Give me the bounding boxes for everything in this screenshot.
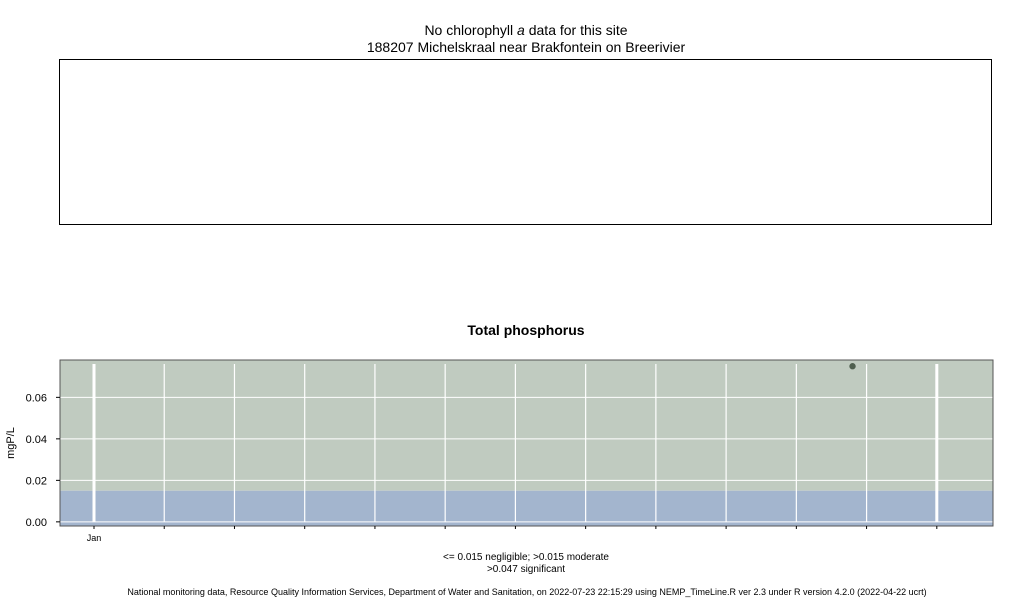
legend-line-1: <= 0.015 negligible; >0.015 moderate — [443, 552, 609, 563]
data-point — [849, 363, 856, 370]
chart-title: Total phosphorus — [467, 322, 585, 338]
footer-credit: National monitoring data, Resource Quali… — [127, 587, 927, 597]
chlorophyll-title-prefix: No chlorophyll — [424, 22, 518, 38]
phosphorus-chart: 0.00 0.02 0.04 0.06 mgP/L Jan — [5, 359, 994, 543]
empty-chlorophyll-panel — [59, 59, 992, 225]
plot-area — [60, 360, 993, 526]
site-title: 188207 Michelskraal near Brakfontein on … — [366, 39, 686, 55]
band-moderate — [60, 360, 993, 491]
legend-line-2: >0.047 significant — [486, 564, 566, 575]
chlorophyll-title: No chlorophyll a data for this site — [0, 22, 1024, 39]
y-tick-label: 0.02 — [26, 475, 47, 487]
axes: 0.00 0.02 0.04 0.06 mgP/L Jan — [5, 359, 994, 543]
chlorophyll-title-italic: a — [517, 22, 525, 38]
chlorophyll-title-suffix: data for this site — [524, 22, 628, 38]
y-tick-label: 0.06 — [26, 392, 47, 404]
y-tick-label: 0.04 — [26, 434, 47, 446]
y-axis-label: mgP/L — [5, 427, 17, 459]
band-negligible — [60, 490, 993, 526]
plot-border — [59, 359, 994, 527]
y-tick-label: 0.00 — [26, 517, 47, 529]
x-tick-label: Jan — [87, 533, 102, 543]
